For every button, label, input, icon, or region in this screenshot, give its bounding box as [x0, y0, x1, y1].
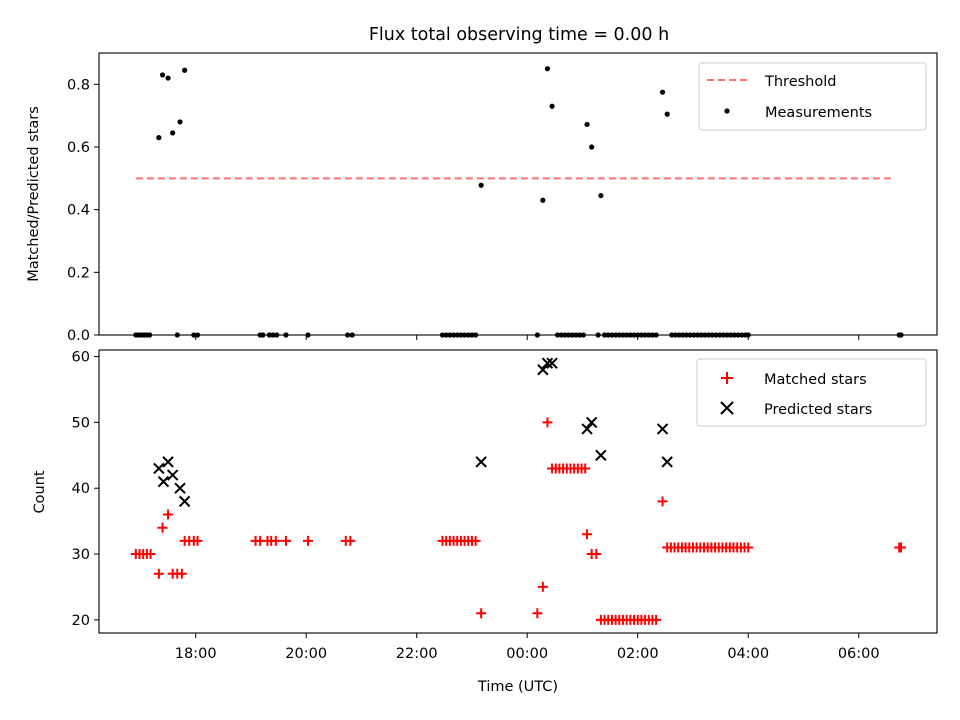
measurement-point — [544, 66, 551, 72]
measurement-point — [598, 192, 604, 199]
measurement-point — [664, 111, 670, 117]
matched-star-point — [476, 608, 487, 619]
matched-star-point — [176, 568, 187, 579]
predicted-star-point — [661, 456, 673, 468]
predicted-star-point — [475, 456, 487, 468]
top-ytick-label: 0.2 — [67, 265, 90, 281]
measurement-point — [540, 197, 546, 203]
predicted-star-point — [162, 456, 174, 468]
bottom-ytick-label: 40 — [72, 481, 90, 497]
bottom-legend: Matched stars Predicted stars — [696, 358, 927, 427]
measurement-point — [156, 135, 162, 141]
predicted-star-point — [546, 357, 558, 369]
matched-star-point — [542, 417, 553, 428]
matched-star-point — [532, 608, 543, 619]
matched-star-point — [591, 549, 602, 560]
predicted-star-point — [166, 469, 179, 481]
measurement-point — [165, 75, 171, 81]
legend-predicted-swatch — [720, 401, 734, 415]
legend-predicted-label: Predicted stars — [764, 402, 872, 418]
matched-star-point — [657, 496, 668, 507]
measurement-point — [170, 130, 176, 136]
predicted-star-point — [581, 423, 593, 435]
matched-star-point — [345, 535, 356, 546]
legend-measurements-swatch — [724, 108, 730, 114]
bottom-xtick-label: 02:00 — [617, 646, 659, 662]
matched-star-point — [537, 581, 548, 592]
matched-star-point — [163, 509, 174, 520]
bottom-xtick-label: 18:00 — [175, 646, 217, 662]
chart-title: Flux total observing time = 0.00 h — [369, 25, 669, 45]
matched-star-point — [743, 542, 754, 553]
measurement-point — [478, 182, 484, 188]
predicted-star-point — [585, 416, 598, 429]
matched-star-point — [651, 614, 662, 625]
bottom-ytick-label: 20 — [72, 613, 90, 629]
legend-matched-label: Matched stars — [764, 372, 867, 388]
legend-threshold-label: Threshold — [764, 74, 836, 90]
matched-star-point — [192, 535, 203, 546]
matched-star-point — [582, 529, 593, 540]
top-ytick-label: 0.6 — [67, 140, 90, 156]
measurement-point — [589, 144, 595, 150]
top-ytick-label: 0.4 — [67, 203, 90, 219]
matched-star-point — [157, 522, 168, 533]
bottom-xtick-label: 20:00 — [285, 646, 327, 662]
predicted-star-point — [537, 364, 549, 376]
measurement-point — [549, 103, 555, 109]
bottom-xlabel: Time (UTC) — [477, 679, 558, 695]
predicted-star-point — [153, 462, 165, 475]
legend-matched-swatch — [721, 372, 733, 384]
top-ytick-label: 0.8 — [67, 77, 90, 93]
bottom-xtick-label: 22:00 — [396, 646, 438, 662]
predicted-star-point — [541, 357, 554, 369]
measurement-point — [177, 119, 183, 125]
bottom-axes-frame — [98, 349, 938, 634]
bottom-ylabel: Count — [32, 470, 48, 513]
predicted-star-point — [178, 495, 191, 508]
matched-star-point — [270, 535, 281, 546]
measurement-point — [182, 67, 188, 73]
matched-star-point — [280, 535, 291, 546]
bottom-ytick-label: 30 — [72, 547, 90, 563]
matched-star-point — [896, 542, 907, 553]
measurement-point — [659, 89, 666, 95]
matched-star-point — [153, 568, 164, 579]
top-ytick-label: 0.0 — [67, 328, 90, 344]
predicted-star-point — [157, 475, 170, 488]
top-ylabel: Matched/Predicted stars — [26, 106, 42, 282]
bottom-xtick-label: 06:00 — [838, 646, 880, 662]
legend-measurements-label: Measurements — [765, 105, 872, 121]
bottom-ytick-label: 60 — [72, 350, 90, 366]
count-panel: 20 30 40 50 60 18:00 20:00 22:00 00:00 02:00 04:00… — [32, 349, 938, 695]
bottom-ytick-label: 50 — [72, 415, 90, 431]
predicted-star-point — [595, 449, 607, 462]
top-axes-frame — [98, 52, 938, 336]
matched-star-point — [470, 535, 481, 546]
predicted-star-point — [656, 423, 669, 435]
measurement-point — [159, 72, 166, 78]
bottom-xtick-label: 04:00 — [727, 646, 769, 662]
ratio-panel: Flux total observing time = 0.00 h 0.0 0.… — [26, 25, 938, 344]
matched-star-point — [580, 463, 591, 474]
bottom-xtick-label: 00:00 — [506, 646, 548, 662]
matched-star-point — [303, 535, 314, 546]
measurement-point — [584, 121, 590, 128]
predicted-star-point — [174, 482, 186, 494]
top-legend: Threshold Measurements — [698, 62, 927, 131]
matched-star-point — [145, 549, 156, 560]
